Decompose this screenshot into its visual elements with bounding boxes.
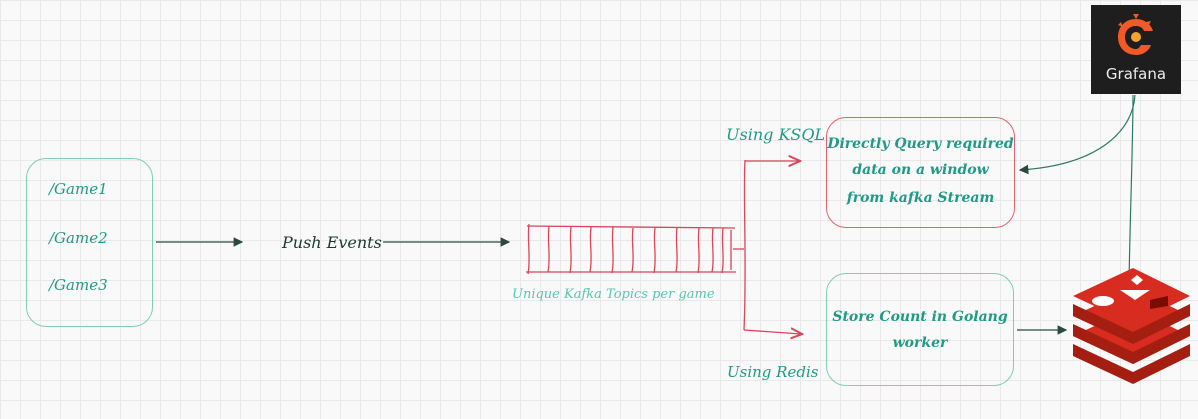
query-box-line: data on a window xyxy=(852,162,989,178)
grafana-logo-icon xyxy=(1118,14,1153,55)
query-box-line: from kafka Stream xyxy=(846,190,995,206)
query-box-line: Directly Query required xyxy=(827,136,1014,152)
query-box: Directly Query required data on a window… xyxy=(826,117,1015,228)
store-box-line: Store Count in Golang xyxy=(832,309,1008,325)
store-box-line: worker xyxy=(892,335,948,351)
store-box: Store Count in Golang worker xyxy=(826,273,1014,386)
using-redis-label: Using Redis xyxy=(727,363,819,381)
game-item: /Game2 xyxy=(49,229,108,247)
using-ksql-label: Using KSQL xyxy=(726,125,826,144)
branch-connector xyxy=(733,160,801,334)
kafka-queue xyxy=(526,223,736,275)
games-box: /Game1 /Game2 /Game3 xyxy=(26,158,153,327)
kafka-topics-label: Unique Kafka Topics per game xyxy=(512,287,715,302)
grafana-label: Grafana xyxy=(1105,65,1167,83)
arrow-grafana-to-query xyxy=(1018,94,1136,175)
push-events-label: Push Events xyxy=(282,233,382,252)
redis-logo-icon xyxy=(1073,268,1190,384)
arrow-grafana-to-redis xyxy=(1124,94,1134,284)
game-item: /Game3 xyxy=(49,276,108,294)
game-item: /Game1 xyxy=(49,180,108,198)
grafana-logo: Grafana xyxy=(1091,5,1181,94)
